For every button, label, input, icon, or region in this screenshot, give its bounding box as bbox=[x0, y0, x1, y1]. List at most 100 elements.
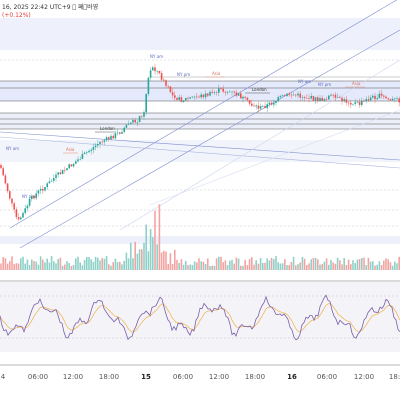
candle-body bbox=[55, 174, 57, 178]
volume-bar bbox=[352, 260, 354, 270]
ny-pm-label: NY pm bbox=[22, 194, 35, 199]
candle-body bbox=[92, 147, 95, 150]
candle-body bbox=[132, 119, 134, 123]
candle-body bbox=[292, 94, 295, 96]
candle-body bbox=[189, 97, 191, 99]
volume-bar bbox=[44, 262, 46, 270]
volume-bar bbox=[110, 265, 112, 270]
candle-body bbox=[301, 97, 304, 98]
volume-bar bbox=[90, 259, 92, 270]
x-axis-label: 06:00 bbox=[316, 373, 338, 381]
volume-bar bbox=[169, 253, 172, 270]
volume-bar bbox=[270, 257, 273, 270]
candle-body bbox=[17, 217, 20, 220]
ny-am-label: NY am bbox=[150, 54, 163, 59]
candle-body bbox=[53, 177, 55, 181]
volume-bar bbox=[275, 256, 277, 270]
candle-body bbox=[389, 99, 392, 101]
volume-bar bbox=[394, 261, 396, 270]
volume-bar bbox=[134, 241, 136, 270]
candle-body bbox=[365, 99, 367, 102]
volume-bar bbox=[396, 263, 398, 270]
volume-bar bbox=[222, 262, 224, 270]
candle-body bbox=[101, 141, 103, 143]
candle-body bbox=[270, 102, 273, 105]
volume-bar bbox=[310, 259, 312, 270]
volume-bar bbox=[328, 264, 330, 270]
candle-body bbox=[59, 172, 62, 175]
candle-body bbox=[204, 93, 207, 98]
candle-body bbox=[75, 161, 77, 164]
upper-zone bbox=[0, 81, 400, 101]
candle-body bbox=[108, 137, 110, 140]
candle-body bbox=[79, 158, 81, 160]
london-label: London bbox=[100, 126, 115, 131]
volume-bar bbox=[220, 256, 222, 270]
candle-body bbox=[112, 135, 114, 139]
candle-body bbox=[380, 93, 383, 96]
candle-body bbox=[286, 93, 288, 97]
asia-label: Asia bbox=[66, 147, 75, 152]
volume-bar bbox=[288, 265, 290, 270]
candle-body bbox=[319, 97, 321, 102]
volume-bar bbox=[182, 264, 185, 270]
candle-body bbox=[136, 121, 139, 123]
volume-bar bbox=[92, 261, 95, 270]
candle-body bbox=[279, 96, 282, 98]
candle-body bbox=[119, 132, 121, 134]
volume-bar bbox=[336, 257, 339, 270]
volume-bar bbox=[68, 263, 70, 270]
volume-bar bbox=[290, 261, 293, 270]
volume-bar bbox=[2, 257, 4, 270]
x-axis-label: 16 bbox=[287, 373, 297, 381]
volume-bar bbox=[299, 262, 301, 270]
candle-body bbox=[215, 92, 218, 93]
candle-body bbox=[226, 91, 229, 93]
candle-body bbox=[193, 96, 196, 98]
volume-bar bbox=[26, 259, 29, 270]
volume-bar bbox=[39, 256, 42, 270]
volume-bar bbox=[284, 259, 286, 270]
x-axis-label: 06:00 bbox=[172, 373, 194, 381]
candle-body bbox=[396, 98, 398, 99]
candle-body bbox=[235, 92, 238, 96]
candle-body bbox=[394, 98, 396, 100]
candle-body bbox=[361, 101, 363, 105]
candle-body bbox=[288, 93, 290, 95]
volume-bar bbox=[31, 259, 33, 270]
candle-body bbox=[299, 93, 301, 98]
volume-bar bbox=[79, 262, 81, 270]
volume-bar bbox=[268, 260, 271, 270]
candle-body bbox=[15, 209, 18, 218]
candle-body bbox=[275, 100, 277, 103]
volume-bar bbox=[347, 259, 350, 270]
volume-bar bbox=[180, 259, 183, 270]
volume-bar bbox=[229, 260, 231, 270]
candle-body bbox=[328, 95, 330, 100]
candle-body bbox=[50, 180, 53, 182]
candle-body bbox=[314, 97, 317, 101]
volume-bar bbox=[363, 257, 365, 270]
candle-body bbox=[88, 150, 90, 153]
candle-body bbox=[149, 70, 152, 78]
volume-bar bbox=[200, 261, 202, 270]
volume-bar bbox=[99, 260, 101, 270]
candle-body bbox=[262, 106, 264, 107]
x-axis-label: 15 bbox=[141, 373, 151, 381]
volume-bar bbox=[224, 260, 227, 270]
candle-body bbox=[246, 97, 249, 101]
candle-body bbox=[191, 96, 194, 98]
volume-bar bbox=[312, 258, 315, 270]
candle-body bbox=[253, 105, 255, 107]
volume-bar bbox=[187, 265, 189, 270]
candle-body bbox=[211, 91, 213, 93]
volume-bar bbox=[341, 264, 343, 270]
candle-body bbox=[174, 95, 176, 98]
candle-body bbox=[61, 169, 64, 175]
candle-body bbox=[374, 95, 376, 100]
session-markers: NY am NY pm Asia London NY am NY pm Asia… bbox=[6, 54, 365, 199]
oscillator-signal-line bbox=[0, 303, 400, 333]
volume-bar bbox=[314, 257, 317, 270]
volume-layer bbox=[0, 204, 400, 270]
